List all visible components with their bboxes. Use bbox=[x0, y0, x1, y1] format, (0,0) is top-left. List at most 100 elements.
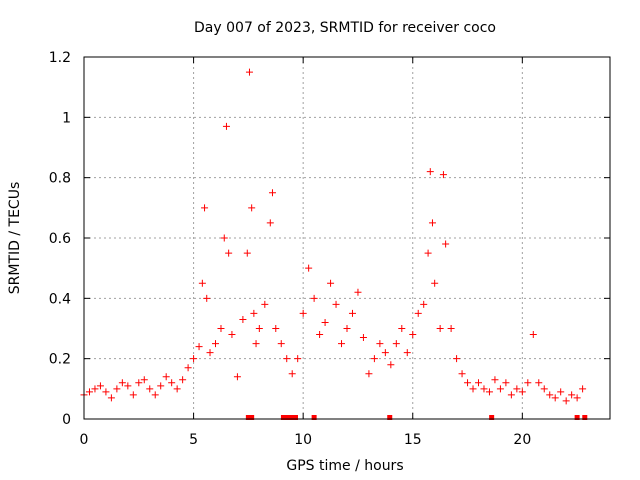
axis-ticks bbox=[83, 56, 610, 420]
y-tick-label: 0.6 bbox=[49, 231, 71, 247]
data-point bbox=[225, 249, 233, 257]
data-point bbox=[381, 349, 389, 357]
data-point bbox=[464, 379, 472, 387]
data-point bbox=[294, 355, 302, 363]
data-point bbox=[107, 394, 115, 402]
data-point bbox=[424, 249, 432, 257]
data-point bbox=[513, 385, 521, 393]
data-point bbox=[426, 168, 434, 176]
data-point bbox=[168, 379, 176, 387]
data-point bbox=[414, 309, 422, 317]
chart-title: Day 007 of 2023, SRMTID for receiver coc… bbox=[194, 20, 496, 36]
data-gap-marker bbox=[245, 415, 251, 420]
y-tick-label: 0.4 bbox=[49, 291, 71, 307]
data-point bbox=[151, 391, 159, 399]
data-point bbox=[310, 294, 318, 302]
data-point bbox=[239, 315, 247, 323]
data-point bbox=[453, 355, 461, 363]
data-point bbox=[579, 385, 587, 393]
data-point bbox=[316, 331, 324, 339]
y-tick-label: 0.2 bbox=[49, 352, 71, 368]
data-gap-marker bbox=[582, 415, 588, 420]
data-point bbox=[173, 385, 181, 393]
data-point bbox=[458, 370, 466, 378]
data-point bbox=[343, 325, 351, 332]
y-tick-label: 1 bbox=[62, 110, 71, 126]
data-point bbox=[354, 288, 362, 296]
data-point bbox=[140, 376, 148, 384]
data-point bbox=[568, 391, 576, 399]
data-point bbox=[557, 388, 565, 396]
data-point bbox=[228, 331, 236, 339]
data-point bbox=[524, 379, 532, 387]
data-point bbox=[442, 240, 450, 248]
data-point bbox=[85, 388, 93, 396]
data-point bbox=[370, 355, 378, 363]
data-point bbox=[359, 334, 367, 342]
data-point bbox=[398, 325, 406, 332]
plot-frame bbox=[83, 56, 611, 420]
data-point bbox=[245, 68, 253, 76]
data-gap-marker bbox=[289, 415, 295, 420]
data-point bbox=[184, 364, 192, 372]
data-point bbox=[475, 379, 482, 387]
data-point bbox=[392, 340, 400, 348]
data-point bbox=[439, 171, 447, 179]
data-point bbox=[217, 325, 225, 332]
data-point bbox=[431, 279, 439, 287]
data-point bbox=[283, 355, 291, 363]
x-tick-label: 20 bbox=[513, 432, 531, 448]
data-point bbox=[321, 318, 329, 326]
data-point bbox=[243, 249, 251, 257]
data-point bbox=[252, 340, 260, 348]
data-point bbox=[507, 391, 515, 399]
data-point bbox=[255, 325, 263, 332]
data-point bbox=[146, 385, 154, 393]
x-tick-label: 15 bbox=[404, 432, 422, 448]
data-point bbox=[573, 394, 581, 402]
data-point bbox=[365, 370, 373, 378]
data-point bbox=[190, 355, 198, 363]
data-point bbox=[403, 349, 411, 357]
data-point bbox=[502, 379, 510, 387]
data-point bbox=[266, 219, 274, 227]
y-axis-label: SRMTID / TECUs bbox=[7, 182, 23, 295]
data-point bbox=[529, 331, 537, 339]
data-gap-marker bbox=[311, 415, 317, 420]
x-tick-labels: 0 5 10 15 20 bbox=[80, 432, 532, 448]
data-point bbox=[113, 385, 121, 393]
data-point bbox=[299, 309, 307, 317]
data-gap-marker bbox=[489, 415, 495, 420]
grid bbox=[84, 57, 610, 419]
data-point bbox=[332, 300, 340, 308]
y-tick-label: 1.2 bbox=[49, 50, 71, 66]
data-point bbox=[480, 385, 488, 393]
data-point bbox=[201, 204, 209, 212]
data-point bbox=[305, 264, 313, 272]
data-point bbox=[546, 391, 554, 399]
data-point bbox=[327, 279, 335, 287]
data-gap-marker bbox=[387, 415, 393, 420]
data-point bbox=[409, 331, 417, 339]
data-point bbox=[540, 385, 548, 393]
data-point bbox=[233, 373, 241, 381]
data-point bbox=[203, 294, 211, 302]
data-point bbox=[250, 309, 258, 317]
x-tick-label: 5 bbox=[189, 432, 198, 448]
data-point bbox=[261, 300, 269, 308]
data-point bbox=[535, 379, 543, 387]
data-gap-marker bbox=[574, 415, 580, 420]
data-point bbox=[272, 325, 280, 332]
data-point bbox=[562, 397, 570, 405]
data-point bbox=[135, 379, 143, 387]
data-gap-markers bbox=[245, 415, 588, 420]
data-gap-marker bbox=[280, 415, 286, 420]
data-point bbox=[436, 325, 444, 332]
data-point bbox=[118, 379, 126, 387]
data-point bbox=[124, 382, 132, 390]
data-point bbox=[485, 388, 493, 396]
data-point bbox=[491, 376, 499, 384]
data-point bbox=[376, 340, 384, 348]
data-gap-marker bbox=[249, 415, 255, 420]
